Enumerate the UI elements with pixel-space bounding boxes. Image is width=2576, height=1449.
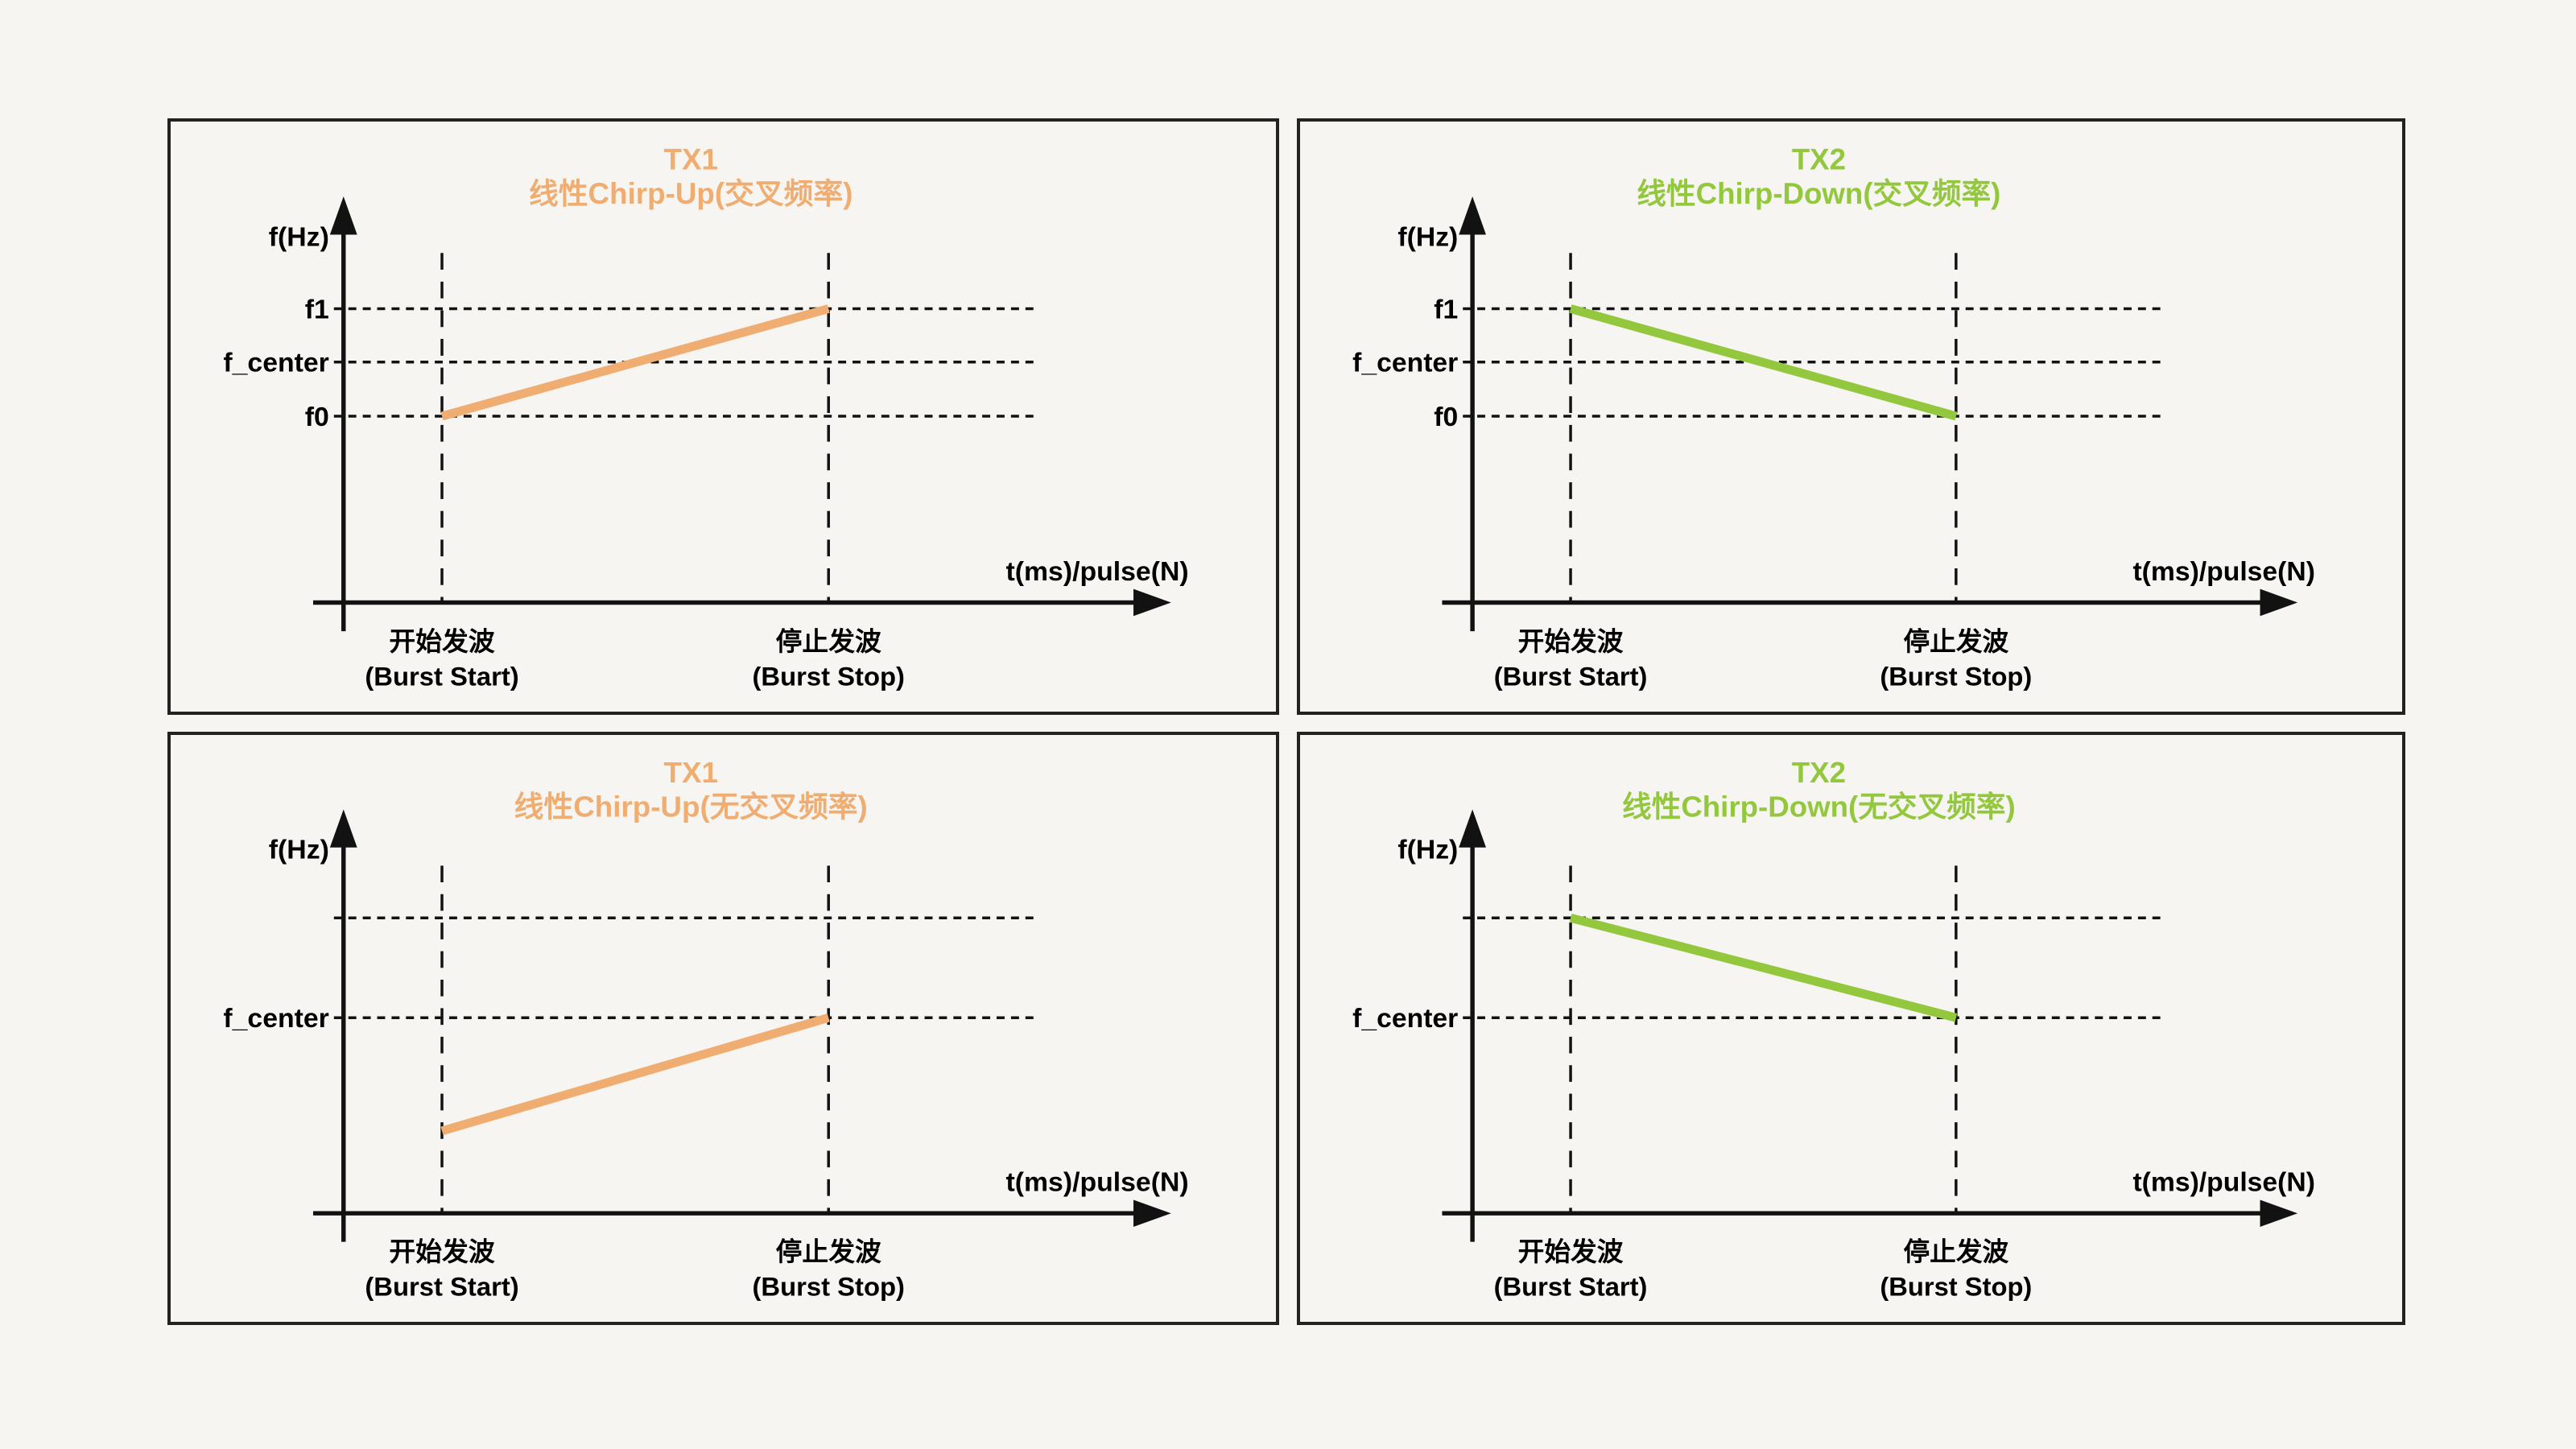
burst-tick-label-en: (Burst Stop) [1880, 1273, 2032, 1302]
panel-title-line1: TX2 [1792, 142, 1846, 175]
x-tick-labels: 开始发波 (Burst Start) 停止发波 (Burst Stop) [1494, 626, 2033, 691]
burst-tick-label-cn: 开始发波 [389, 626, 494, 656]
x-axis-label: t(ms)/pulse(N) [1005, 556, 1188, 587]
h-gridlines: f1 f_center f0 [223, 294, 1039, 432]
freq-gridline-label: f_center [1352, 1004, 1458, 1034]
panel-tx1-chirp-up-crossed: TX1 线性Chirp-Up(交叉频率) f1 f_center f0 f(Hz) … [167, 118, 1279, 715]
freq-gridline-label: f0 [1434, 402, 1458, 432]
chirp-signal-line [1569, 304, 1958, 421]
v-gridlines [1569, 865, 1958, 1214]
freq-gridline-label: f_center [1352, 349, 1458, 378]
panel-tx2-chirp-down-noncrossed: TX2 线性Chirp-Down(无交叉频率) f_center f(Hz) t… [1297, 732, 2405, 1325]
panels-grid: TX1 线性Chirp-Up(交叉频率) f1 f_center f0 f(Hz) … [167, 118, 2405, 1325]
x-axis-arrow-icon [1133, 1199, 1171, 1227]
y-axis-label: f(Hz) [269, 836, 329, 865]
burst-tick-label-en: (Burst Start) [1494, 661, 1648, 691]
chirp-chart-svg: TX2 线性Chirp-Down(无交叉频率) f_center f(Hz) t… [1352, 756, 2315, 1301]
freq-gridline-label: f0 [305, 402, 329, 432]
chirp-signal-line [440, 1013, 830, 1136]
y-axis-label: f(Hz) [269, 221, 329, 252]
burst-tick-label-en: (Burst Start) [365, 1272, 518, 1302]
panel-title-line2: 线性Chirp-Down(交叉频率) [1637, 177, 2000, 210]
x-tick-labels: 开始发波 (Burst Start) 停止发波 (Burst Stop) [365, 626, 905, 691]
freq-gridline-label: f_center [223, 348, 328, 378]
chirp-chart-svg: TX1 线性Chirp-Up(无交叉频率) f_center f(Hz) t(m… [223, 756, 1189, 1301]
freq-gridline-label: f1 [1434, 295, 1458, 324]
burst-tick-label-cn: 停止发波 [1903, 1237, 2008, 1266]
burst-tick-label-cn: 停止发波 [1903, 626, 2008, 656]
burst-tick-label-en: (Burst Stop) [1880, 661, 2032, 691]
panel-title-line2: 线性Chirp-Up(交叉频率) [529, 177, 852, 210]
burst-tick-label-en: (Burst Start) [365, 661, 518, 691]
y-axis-label: f(Hz) [1397, 836, 1458, 865]
chirp-signal-line [1569, 914, 1958, 1022]
h-gridlines: f_center [223, 916, 1039, 1034]
panel-title-line1: TX2 [1792, 756, 1846, 789]
y-axis-arrow-icon [1459, 196, 1486, 235]
x-axis-arrow-icon [2260, 588, 2298, 617]
y-axis-arrow-icon [1459, 809, 1486, 848]
panel-tx2-chirp-down-crossed: TX2 线性Chirp-Down(交叉频率) f1 f_center f0 f(Hz… [1297, 118, 2405, 715]
x-tick-labels: 开始发波 (Burst Start) 停止发波 (Burst Stop) [1494, 1237, 2033, 1301]
burst-tick-label-en: (Burst Stop) [753, 1272, 905, 1302]
x-axis-label: t(ms)/pulse(N) [2132, 1168, 2314, 1198]
x-tick-labels: 开始发波 (Burst Start) 停止发波 (Burst Stop) [365, 1236, 905, 1301]
panel-tx1-chirp-up-noncrossed: TX1 线性Chirp-Up(无交叉频率) f_center f(Hz) t(m… [167, 732, 1279, 1325]
panel-title-line1: TX1 [664, 142, 718, 175]
burst-tick-label-cn: 停止发波 [776, 1236, 882, 1266]
y-axis-arrow-icon [329, 809, 357, 848]
x-axis-label: t(ms)/pulse(N) [1006, 1168, 1189, 1198]
panel-title-line2: 线性Chirp-Down(无交叉频率) [1622, 790, 2016, 823]
burst-tick-label-cn: 开始发波 [1518, 1237, 1624, 1266]
x-axis-arrow-icon [1133, 588, 1171, 617]
x-axis-arrow-icon [2260, 1199, 2298, 1227]
v-gridlines [1569, 253, 1958, 603]
burst-tick-label-cn: 停止发波 [776, 626, 881, 656]
burst-tick-label-en: (Burst Stop) [752, 661, 904, 691]
burst-tick-label-cn: 开始发波 [389, 1236, 495, 1266]
panel-title-line2: 线性Chirp-Up(无交叉频率) [514, 791, 868, 824]
chirp-signal-line [440, 304, 830, 421]
freq-gridline-label: f_center [223, 1004, 328, 1034]
y-axis-label: f(Hz) [1397, 222, 1458, 252]
v-gridlines [440, 253, 830, 603]
burst-tick-label-cn: 开始发波 [1518, 626, 1624, 656]
x-axis-label: t(ms)/pulse(N) [2132, 557, 2314, 587]
freq-gridline-label: f1 [305, 294, 329, 324]
chirp-chart-svg: TX2 线性Chirp-Down(交叉频率) f1 f_center f0 f(Hz… [1352, 142, 2315, 691]
burst-tick-label-en: (Burst Start) [1494, 1273, 1648, 1302]
y-axis-arrow-icon [329, 196, 357, 235]
panel-title-line1: TX1 [664, 756, 718, 789]
v-gridlines [440, 865, 830, 1214]
